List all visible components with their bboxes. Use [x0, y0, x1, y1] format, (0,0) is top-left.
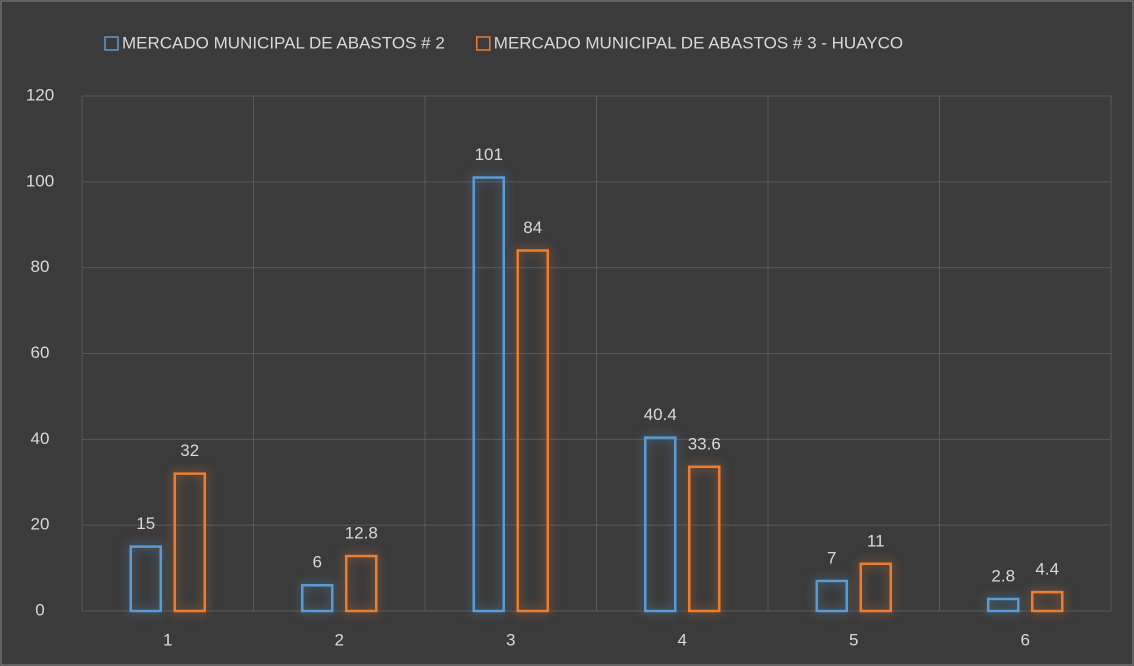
y-tick-label: 0 [35, 600, 44, 619]
bar [472, 176, 505, 613]
bar [644, 436, 677, 613]
data-label: 15 [136, 514, 155, 533]
data-label: 101 [475, 145, 503, 164]
data-label: 7 [827, 548, 836, 567]
x-tick-label: 2 [335, 630, 344, 649]
y-tick-label: 80 [31, 257, 50, 276]
data-label: 32 [180, 441, 199, 460]
y-tick-label: 60 [31, 343, 50, 362]
data-label: 11 [867, 531, 885, 550]
bar [516, 249, 549, 613]
bar [301, 584, 334, 613]
data-label: 33.6 [688, 434, 721, 453]
bar [859, 562, 892, 613]
data-label: 2.8 [991, 566, 1015, 585]
bar [129, 545, 162, 613]
x-tick-label: 1 [163, 630, 172, 649]
bar [345, 554, 378, 613]
legend-label: MERCADO MUNICIPAL DE ABASTOS # 3 - HUAYC… [494, 33, 903, 52]
y-tick-label: 20 [31, 515, 50, 534]
x-tick-label: 3 [506, 630, 515, 649]
y-tick-label: 40 [31, 429, 50, 448]
legend-swatch [104, 36, 119, 51]
data-label: 12.8 [345, 524, 378, 543]
data-label: 84 [523, 218, 542, 237]
data-label: 4.4 [1035, 560, 1059, 579]
bar [173, 472, 206, 613]
y-tick-label: 120 [26, 85, 54, 104]
bar [1031, 590, 1064, 613]
data-label: 40.4 [644, 405, 677, 424]
x-tick-label: 5 [849, 630, 858, 649]
legend-swatch [476, 36, 491, 51]
data-label: 6 [313, 553, 322, 572]
x-tick-label: 4 [678, 630, 687, 649]
bar [987, 597, 1020, 613]
y-tick-label: 100 [26, 171, 54, 190]
bar [688, 465, 721, 613]
legend-label: MERCADO MUNICIPAL DE ABASTOS # 2 [122, 33, 445, 52]
bar [815, 579, 848, 613]
x-tick-label: 6 [1021, 630, 1030, 649]
